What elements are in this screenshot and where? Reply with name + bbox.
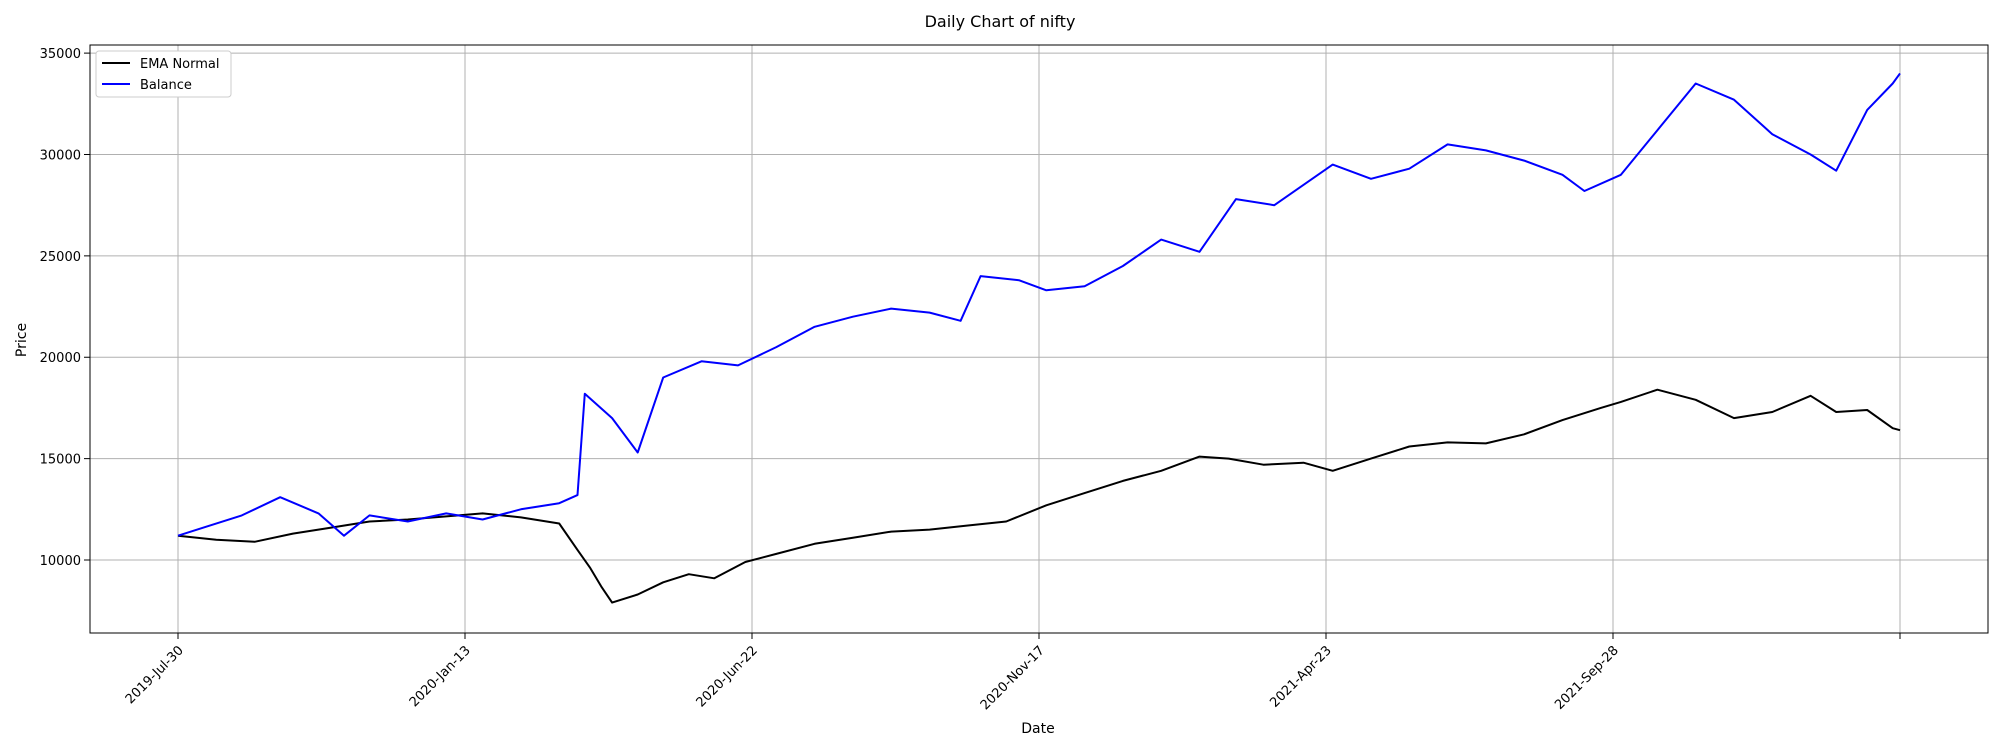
y-tick-label: 25000 bbox=[40, 250, 81, 265]
y-tick-label: 30000 bbox=[40, 148, 81, 163]
y-tick-label: 15000 bbox=[40, 453, 81, 468]
y-tick-label: 20000 bbox=[40, 351, 81, 366]
x-axis-title: Date bbox=[1021, 721, 1054, 737]
grid bbox=[90, 45, 1988, 633]
y-tick-label: 35000 bbox=[40, 47, 81, 62]
series-layer bbox=[177, 72, 1901, 604]
legend-label: EMA Normal bbox=[140, 57, 220, 72]
y-axis-title: Price bbox=[14, 323, 30, 357]
series-line-ema-normal bbox=[177, 388, 1901, 604]
legend: EMA Normal Balance bbox=[95, 50, 232, 98]
legend-label: Balance bbox=[140, 78, 192, 93]
chart-title: Daily Chart of nifty bbox=[925, 12, 1076, 31]
y-tick-label: 10000 bbox=[40, 554, 81, 569]
series-line-balance bbox=[177, 72, 1901, 537]
